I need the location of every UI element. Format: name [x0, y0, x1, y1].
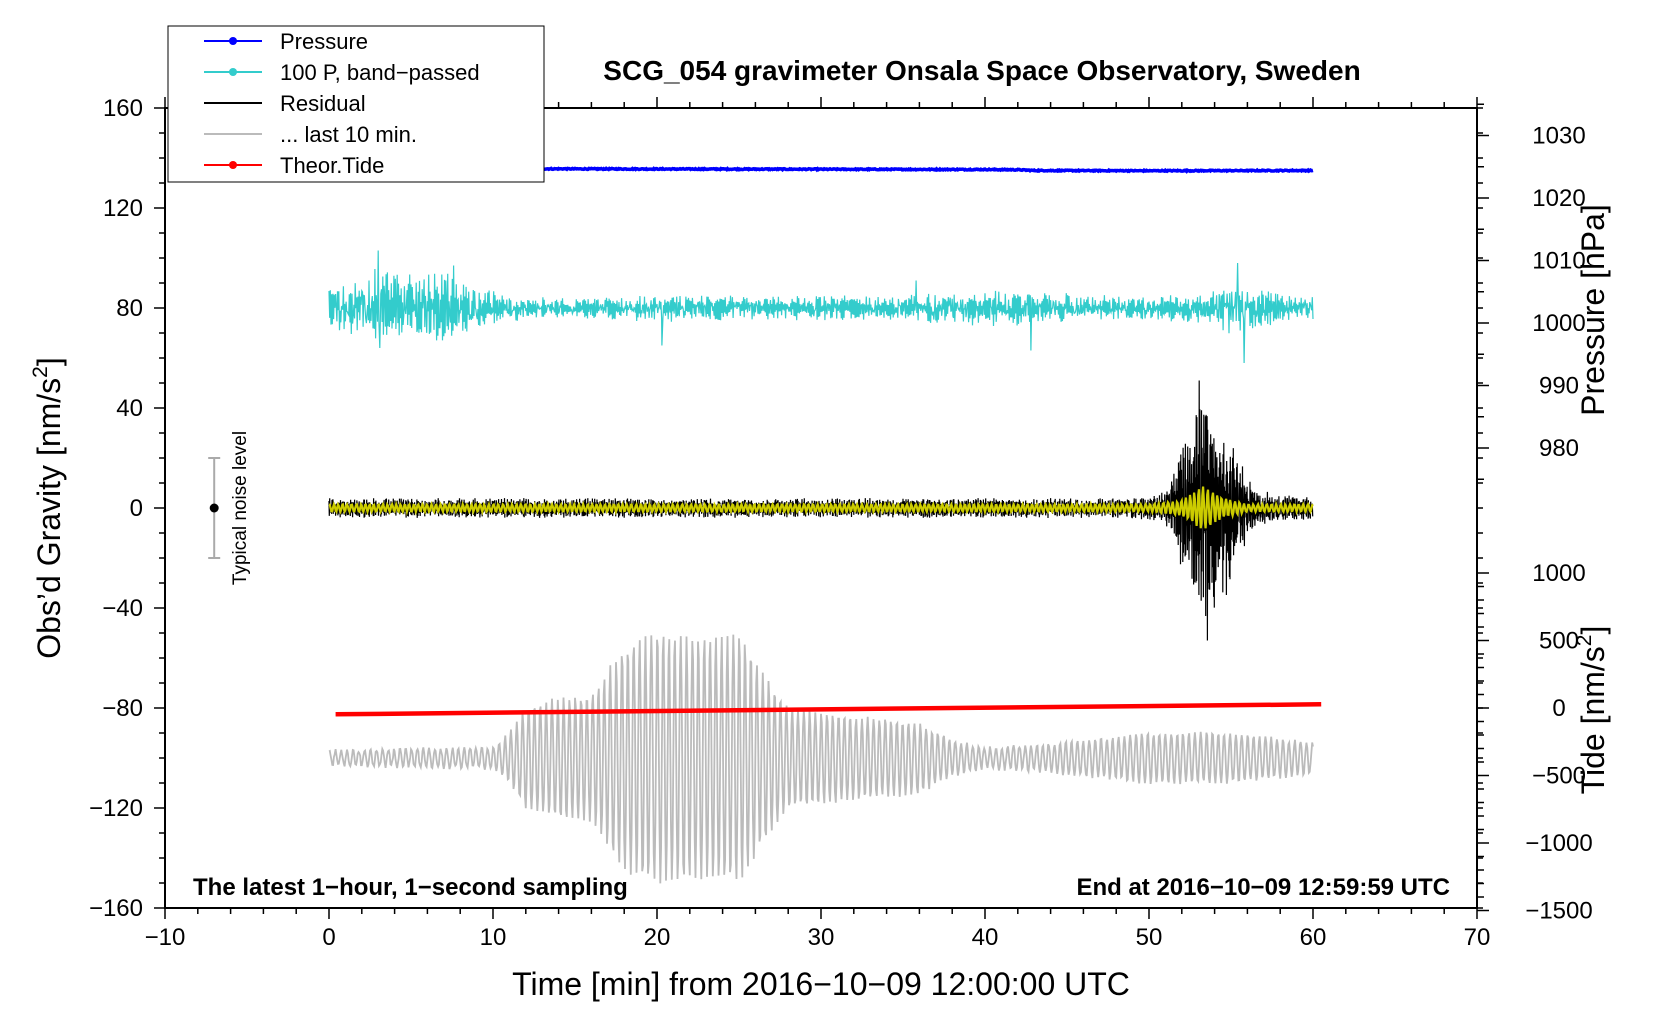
legend-swatch-marker	[229, 161, 237, 169]
tide-tick-label: −500	[1532, 763, 1586, 790]
pressure-tick-label: 1000	[1532, 310, 1585, 337]
x-tick-label: 60	[1300, 924, 1327, 951]
y-tick-label: −80	[102, 695, 143, 722]
x-tick-label: 10	[480, 924, 507, 951]
x-axis-title: Time [min] from 2016−10−09 12:00:00 UTC	[512, 966, 1130, 1002]
pressure-tick-label: 1020	[1532, 185, 1585, 212]
pressure-tick-label: 980	[1539, 435, 1579, 462]
legend-label: Residual	[280, 91, 366, 116]
pressure-tick-label: 1030	[1532, 123, 1585, 150]
noise-level-label: Typical noise level	[230, 431, 251, 585]
y-tick-label: −160	[89, 895, 143, 922]
y-tick-label: 0	[130, 495, 143, 522]
x-tick-label: 70	[1464, 924, 1491, 951]
series-theor-tide-line	[335, 702, 1322, 717]
tide-axis: 1000 500 0 −500 −1000 −1500	[1477, 560, 1593, 925]
legend-item: Residual	[204, 91, 366, 116]
tide-tick-label: 0	[1552, 695, 1565, 722]
x-tick-label: 0	[322, 924, 335, 951]
series-layer	[328, 165, 1322, 884]
legend-swatch-marker	[229, 37, 237, 45]
legend-item: ... last 10 min.	[204, 122, 417, 147]
x-axis-bottom: −10 0 10 20 30 40 50 60 70	[145, 908, 1491, 951]
pressure-axis-title: Pressure [hPa]	[1575, 204, 1611, 416]
y-tick-label: 160	[103, 95, 143, 122]
pressure-tick-label: 990	[1539, 373, 1579, 400]
legend: Pressure 100 P, band−passed Residual ... la…	[167, 25, 545, 183]
x-tick-label: 40	[972, 924, 999, 951]
legend-swatch-marker	[229, 68, 237, 76]
series-band-passed-pressure-line	[328, 250, 1314, 364]
legend-label: Theor.Tide	[280, 153, 384, 178]
tide-tick-label: −1000	[1525, 830, 1592, 857]
series-last-10-min-line	[328, 634, 1314, 884]
legend-item: Pressure	[204, 29, 368, 54]
pressure-tick-label: 1010	[1532, 248, 1585, 275]
noise-bar-center-dot	[209, 503, 219, 513]
chart-title: SCG_054 gravimeter Onsala Space Observat…	[603, 55, 1360, 86]
x-tick-label: 50	[1136, 924, 1163, 951]
legend-label: ... last 10 min.	[280, 122, 417, 147]
legend-item: Theor.Tide	[204, 153, 384, 178]
tide-axis-title: Tide [nm/s2]	[1573, 626, 1611, 795]
series-residual-smoothed-line	[328, 486, 1314, 529]
y-tick-label: 80	[116, 295, 143, 322]
tide-tick-label: 1000	[1532, 560, 1585, 587]
y-tick-label: −40	[102, 595, 143, 622]
y-tick-label: −120	[89, 795, 143, 822]
x-tick-label: 20	[644, 924, 671, 951]
y-axis-left-title: Obs’d Gravity [nm/s2]	[29, 357, 67, 659]
y-tick-label: 120	[103, 195, 143, 222]
legend-item: 100 P, band−passed	[204, 60, 480, 85]
x-tick-label: 30	[808, 924, 835, 951]
y-tick-label: 40	[116, 395, 143, 422]
y-axis-left: 160 120 80 40 0 −40 −80 −120 −160	[89, 95, 165, 922]
noise-level-bar	[208, 457, 221, 559]
annotation-end-time: End at 2016−10−09 12:59:59 UTC	[1076, 874, 1450, 901]
y-axis-right	[1477, 107, 1483, 909]
tide-tick-label: 500	[1539, 628, 1579, 655]
legend-label: 100 P, band−passed	[280, 60, 480, 85]
tide-tick-label: −1500	[1525, 898, 1592, 925]
pressure-axis: 1030 1020 1010 1000 990 980	[1477, 103, 1586, 480]
legend-label: Pressure	[280, 29, 368, 54]
x-tick-label: −10	[145, 924, 186, 951]
annotation-sampling: The latest 1−hour, 1−second sampling	[193, 874, 628, 901]
